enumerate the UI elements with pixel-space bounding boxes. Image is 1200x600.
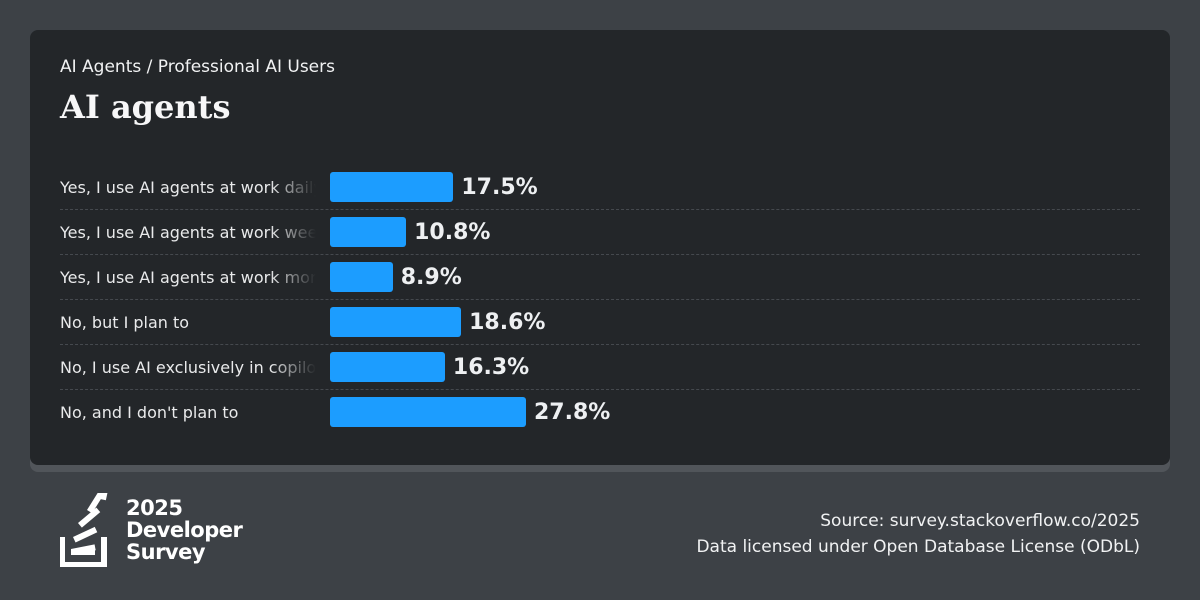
category-label: Yes, I use AI agents at work weekly (60, 223, 316, 242)
logo-word-developer: Developer (126, 518, 243, 542)
bar-row: No, but I plan to 18.6% (60, 300, 1140, 345)
logo-year: 2025 (126, 496, 183, 520)
logo-word-survey: Survey (126, 540, 206, 564)
category-label: Yes, I use AI agents at work monthly or … (60, 268, 316, 287)
survey-logo: 2025 Developer Survey (60, 493, 250, 573)
bar (330, 397, 526, 427)
bar-row: No, and I don't plan to 27.8% (60, 390, 1140, 435)
value-label: 10.8% (414, 220, 491, 245)
bar (330, 172, 454, 202)
row-divider (60, 209, 1140, 210)
bar-row: Yes, I use AI agents at work weekly 10.8% (60, 210, 1140, 255)
logo-text: 2025 Developer Survey (126, 496, 243, 564)
license-text: Data licensed under Open Database Licens… (696, 537, 1140, 557)
bar (330, 307, 462, 337)
bar (330, 217, 407, 247)
category-label: No, but I plan to (60, 313, 190, 332)
chart-card: AI Agents / Professional AI Users AI age… (30, 30, 1170, 465)
breadcrumb: AI Agents / Professional AI Users (60, 57, 335, 77)
row-divider (60, 254, 1140, 255)
value-label: 8.9% (400, 265, 462, 290)
bar-chart: Yes, I use AI agents at work daily 17.5% Y… (60, 165, 1140, 435)
source-text: Source: survey.stackoverflow.co/2025 (820, 511, 1140, 531)
bar-row: Yes, I use AI agents at work daily 17.5% (60, 165, 1140, 210)
bar (330, 262, 393, 292)
category-label: No, and I don't plan to (60, 403, 239, 422)
bar-row: Yes, I use AI agents at work monthly or … (60, 255, 1140, 300)
category-label: No, I use AI exclusively in copilot/auto… (60, 358, 316, 377)
stack-overflow-logo-icon (60, 493, 111, 567)
footer: Source: survey.stackoverflow.co/2025 Dat… (696, 508, 1140, 560)
value-label: 27.8% (533, 400, 611, 425)
row-divider (60, 344, 1140, 345)
value-label: 18.6% (469, 310, 546, 335)
category-label: Yes, I use AI agents at work daily (60, 178, 316, 197)
bar-row: No, I use AI exclusively in copilot/auto… (60, 345, 1140, 390)
bar (330, 352, 445, 382)
value-label: 16.3% (452, 355, 530, 380)
value-label: 17.5% (461, 175, 538, 200)
row-divider (60, 389, 1140, 390)
chart-title: AI agents (60, 88, 231, 126)
row-divider (60, 299, 1140, 300)
